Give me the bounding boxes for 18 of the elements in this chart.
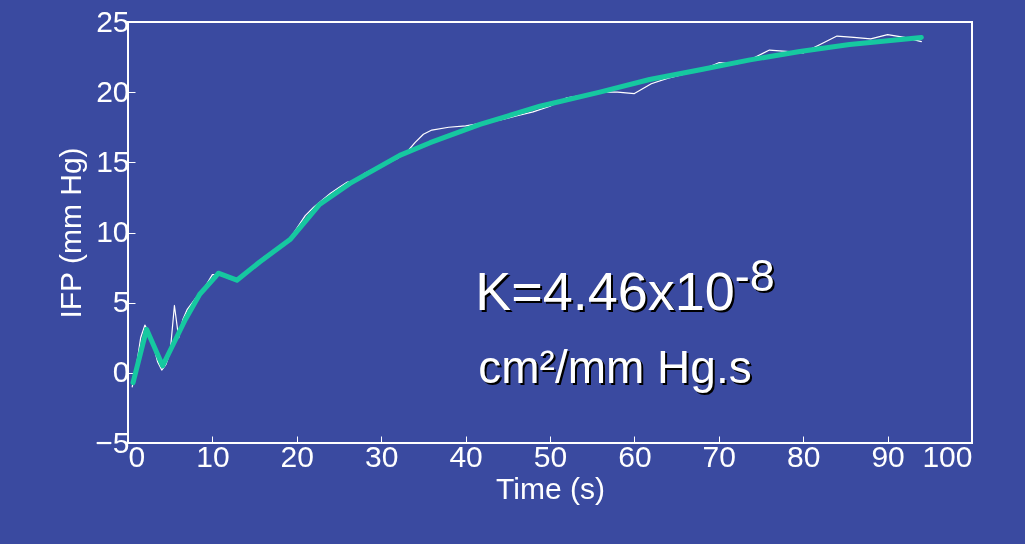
x-tick-label: 80	[787, 439, 821, 473]
y-tick-label: 25	[96, 4, 130, 38]
x-tick-label: 30	[365, 439, 399, 473]
x-tick-label: 10	[196, 439, 230, 473]
annotation: cm²/mm Hg.s	[478, 340, 752, 394]
x-tick-label: 70	[702, 439, 736, 473]
x-tick-label: 50	[533, 439, 568, 473]
x-tick-label: 90	[871, 439, 905, 473]
annotation: K=4.46x10$^{-8}$	[475, 250, 775, 322]
x-tick-label: 40	[449, 439, 483, 473]
y-tick-label: 15	[96, 144, 130, 178]
x-tick-label: 60	[618, 439, 652, 473]
x-tick-label: 100	[922, 439, 973, 473]
x-tick-label: 20	[280, 439, 314, 473]
y-axis-title: IFP (mm Hg)	[54, 147, 88, 319]
x-axis-title: Time (s)	[496, 471, 605, 505]
y-tick-label: −5	[95, 425, 130, 459]
y-tick-label: 20	[96, 74, 130, 108]
